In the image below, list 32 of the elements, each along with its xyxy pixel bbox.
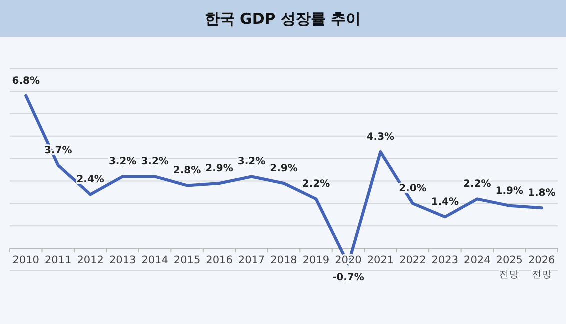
data-label: 3.2% [141,156,169,168]
data-label: 2.2% [464,179,492,190]
x-tick-label: 2016 [206,254,234,267]
data-label: -0.7% [332,272,364,284]
x-tick-label: 2011 [44,254,72,267]
data-label: 1.4% [431,197,460,208]
x-tick-label: 2014 [142,254,169,267]
x-tick-label: 2023 [432,254,459,267]
x-tick-label: 2026 전망 [528,254,556,281]
data-label: 2.8% [173,166,202,177]
x-tick-label: 2012 [77,254,104,267]
chart-title: 한국 GDP 성장률 추이 [204,10,362,28]
data-label: 2.4% [76,174,104,186]
x-tick-label: 2017 [238,254,266,267]
x-tick-label: 2022 [400,254,426,267]
data-label: 3.2% [108,156,137,168]
x-tick-label: 2015 [174,254,201,267]
x-tick-label: 2019 [302,254,330,267]
data-label: 1.8% [528,188,556,200]
data-label: 2.9% [206,163,234,174]
x-tick-label: 2010 [12,254,40,267]
data-label: 3.2% [238,156,266,168]
data-label: 2.9% [270,163,298,174]
data-label: 6.8% [12,76,40,87]
x-tick-label: 2021 [367,254,394,267]
x-tick-label: 2018 [270,254,298,267]
data-label: 4.3% [366,132,395,144]
data-label: 2.2% [302,179,330,190]
x-tick-label: 2025 전망 [496,254,524,281]
data-label: 1.9% [496,186,524,197]
x-tick-label: 2013 [109,254,136,267]
x-tick-label: 2024 [464,254,492,267]
